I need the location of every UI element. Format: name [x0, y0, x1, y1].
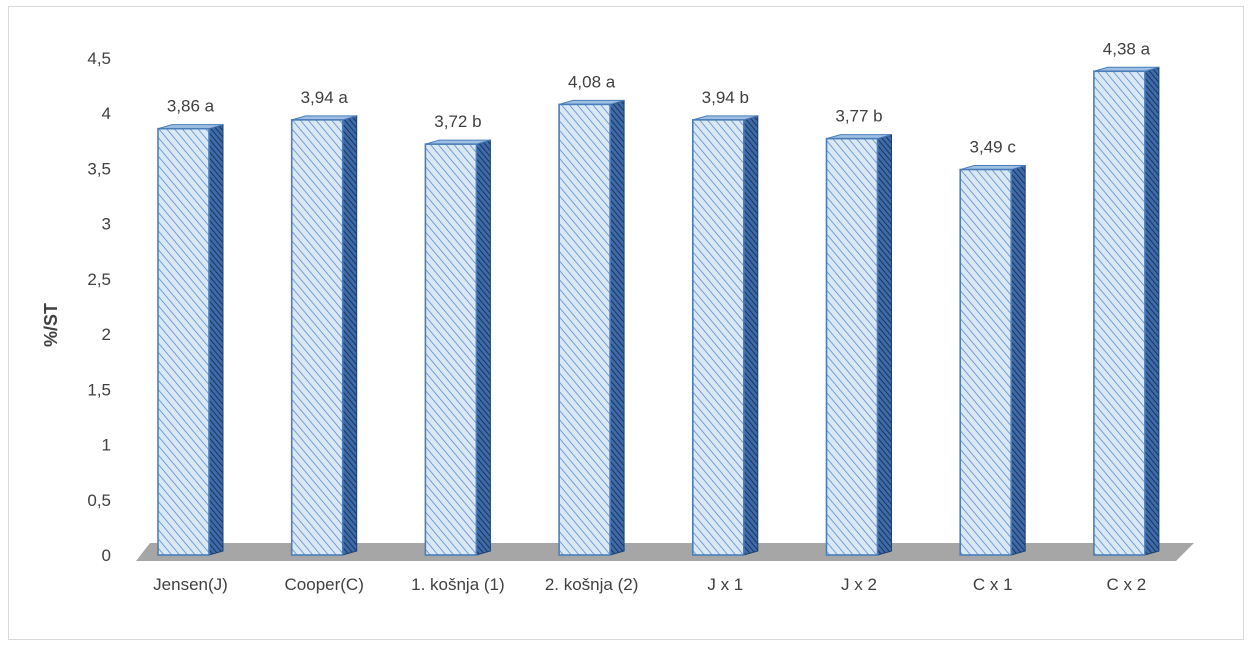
y-tick-label: 4 [102, 104, 111, 123]
bar: 3,94 b [691, 88, 759, 556]
bar-side-face [342, 115, 358, 556]
bar: 3,94 a [290, 88, 358, 556]
bar: 3,49 c [959, 138, 1026, 556]
x-axis: Jensen(J) Cooper(C) 1. košnja (1) 2. košnja… [153, 575, 1146, 594]
y-axis: 0 0,5 1 1,5 2 2,5 3 3,5 4 4,5 [87, 49, 111, 565]
data-label: 3,94 b [702, 88, 749, 107]
bar-side-face [609, 99, 625, 556]
bar-side-face [208, 124, 224, 556]
data-label: 4,08 a [568, 72, 616, 91]
floor-plane [136, 543, 1194, 561]
bar-front-face [691, 119, 745, 556]
x-tick-label: J x 2 [841, 575, 877, 594]
bar-side-face [743, 115, 759, 556]
data-label: 4,38 a [1103, 39, 1151, 58]
bar-front-face [825, 137, 879, 556]
bar-side-face [1010, 164, 1026, 556]
chart-frame: 0 0,5 1 1,5 2 2,5 3 3,5 4 4,5 3,86 a 3,94 a 3,72 b 4… [8, 6, 1244, 640]
x-tick-label: Jensen(J) [153, 575, 228, 594]
chart-floor [136, 543, 1194, 561]
bar: 3,77 b [825, 107, 892, 556]
y-tick-label: 3 [102, 215, 111, 234]
y-tick-label: 2 [102, 325, 111, 344]
bar-front-face [959, 168, 1013, 556]
y-tick-label: 3,5 [87, 159, 111, 178]
y-tick-label: 4,5 [87, 49, 111, 68]
bars: 3,86 a 3,94 a 3,72 b 4,08 a 3,94 b 3,77 b 3,49… [157, 39, 1160, 556]
bar-front-face [157, 127, 210, 556]
data-label: 3,72 b [434, 112, 481, 131]
y-axis-title: %/ST [41, 303, 61, 347]
bar-front-face [424, 143, 478, 556]
x-tick-label: 2. košnja (2) [545, 575, 639, 594]
bar-front-face [1093, 70, 1146, 556]
x-tick-label: C x 2 [1107, 575, 1147, 594]
y-tick-label: 0,5 [87, 491, 111, 510]
y-tick-label: 2,5 [87, 270, 111, 289]
x-tick-label: 1. košnja (1) [411, 575, 505, 594]
y-tick-label: 0 [102, 546, 111, 565]
bar: 4,38 a [1093, 39, 1160, 556]
bar-front-face [558, 103, 611, 556]
x-tick-label: C x 1 [973, 575, 1013, 594]
bar: 4,08 a [558, 72, 625, 556]
y-tick-label: 1,5 [87, 380, 111, 399]
data-label: 3,49 c [970, 138, 1017, 157]
y-tick-label: 1 [102, 436, 111, 455]
bar-front-face [290, 119, 344, 556]
bar-side-face [475, 139, 491, 556]
bar: 3,86 a [157, 97, 224, 556]
data-label: 3,77 b [835, 107, 882, 126]
data-label: 3,86 a [167, 97, 215, 116]
bar-side-face [1144, 66, 1160, 556]
bar-chart: 0 0,5 1 1,5 2 2,5 3 3,5 4 4,5 3,86 a 3,94 a 3,72 b 4… [41, 39, 1194, 594]
bar: 3,72 b [424, 112, 491, 556]
x-tick-label: J x 1 [707, 575, 743, 594]
x-tick-label: Cooper(C) [285, 575, 364, 594]
bar-side-face [877, 133, 892, 556]
data-label: 3,94 a [301, 88, 349, 107]
